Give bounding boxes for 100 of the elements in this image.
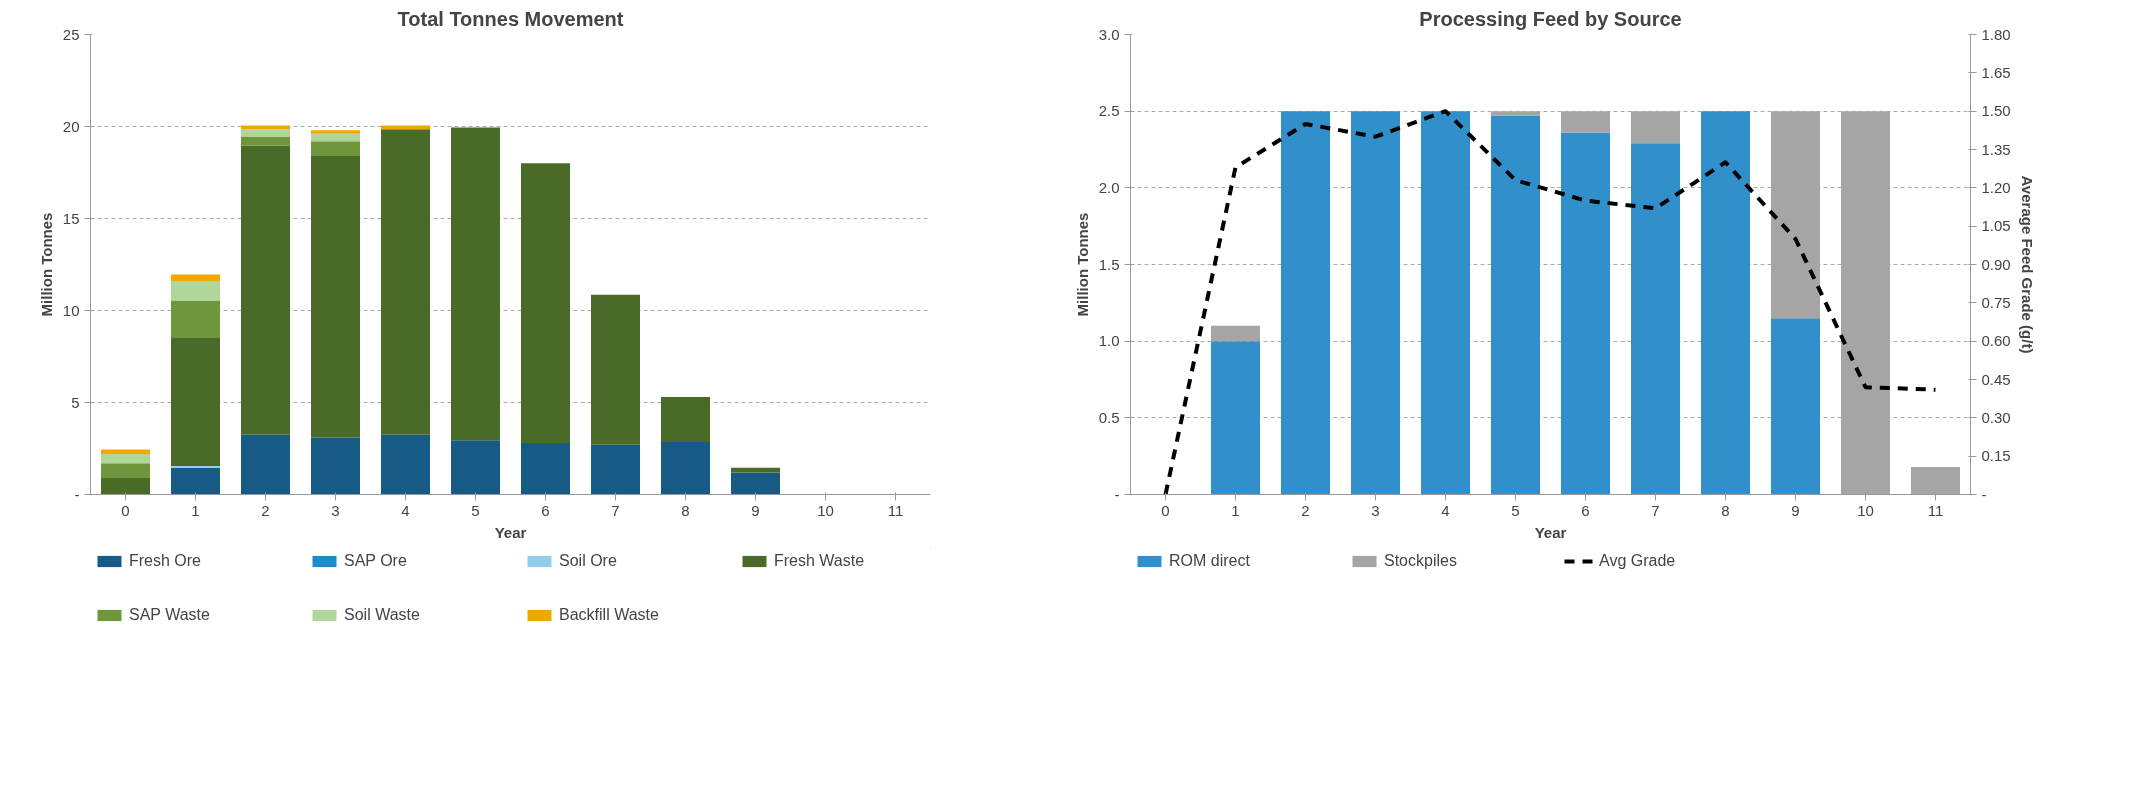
y2-tick-label: 1.05 xyxy=(1981,217,2011,235)
bar xyxy=(311,141,360,156)
x-tick-label: 9 xyxy=(751,501,760,519)
bar xyxy=(311,130,360,134)
bar xyxy=(661,396,710,443)
bar xyxy=(171,300,220,339)
bar xyxy=(311,437,360,495)
x-tick-label: 10 xyxy=(817,501,834,519)
y2-tick-label: 0.30 xyxy=(1981,408,2011,426)
chart-title: Total Tonnes Movement xyxy=(397,7,624,30)
y-tick-label: 1.0 xyxy=(1098,332,1120,350)
y2-tick-label: 1.35 xyxy=(1981,140,2011,158)
x-tick-label: 6 xyxy=(541,501,550,519)
legend-label: ROM direct xyxy=(1169,552,1251,570)
x-tick-label: 11 xyxy=(887,501,904,519)
x-tick-label: 8 xyxy=(681,501,690,519)
y2-axis-title: Average Feed Grade (g/t) xyxy=(2018,175,2036,354)
bar xyxy=(1771,318,1820,495)
y2-tick-label: 0.90 xyxy=(1981,255,2011,273)
bar xyxy=(1211,341,1260,495)
legend-label: Fresh Ore xyxy=(129,552,202,570)
bar xyxy=(381,434,430,495)
legend-label: Avg Grade xyxy=(1599,552,1677,570)
x-tick-label: 4 xyxy=(1441,501,1450,519)
bar xyxy=(1211,325,1260,342)
x-tick-label: 10 xyxy=(1857,501,1874,519)
y2-tick-label: 1.50 xyxy=(1981,102,2011,120)
x-tick-label: 9 xyxy=(1791,501,1800,519)
y2-tick-label: 0.60 xyxy=(1981,332,2011,350)
y-tick-label: 2.5 xyxy=(1098,102,1120,120)
line-series xyxy=(1163,109,1938,495)
x-tick-label: 1 xyxy=(1231,501,1240,519)
x-tick-label: 1 xyxy=(191,501,200,519)
y2-tick-label: 1.20 xyxy=(1981,178,2011,196)
x-tick-label: 0 xyxy=(1161,501,1170,519)
bar xyxy=(591,294,640,445)
x-tick-label: 0 xyxy=(121,501,130,519)
y-tick-label: - xyxy=(1114,485,1120,503)
y2-tick-label: 0.45 xyxy=(1981,370,2011,388)
x-tick-label: 3 xyxy=(331,501,340,519)
bar xyxy=(731,472,780,495)
y-tick-label: - xyxy=(74,485,80,503)
y2-tick-label: - xyxy=(1981,485,1987,503)
x-tick-label: 4 xyxy=(401,501,410,519)
bar xyxy=(311,133,360,142)
x-axis-title: Year xyxy=(1534,523,1567,541)
bar xyxy=(101,463,150,478)
bar xyxy=(171,338,220,466)
bar xyxy=(451,127,500,441)
y-tick-label: 20 xyxy=(62,117,80,135)
bar xyxy=(241,129,290,137)
bar xyxy=(521,442,570,495)
chart-title: Processing Feed by Source xyxy=(1419,7,1682,30)
bar xyxy=(1351,111,1400,495)
bar xyxy=(171,467,220,495)
x-tick-label: 2 xyxy=(1301,501,1310,519)
y2-tick-label: 0.15 xyxy=(1981,447,2011,465)
bar xyxy=(311,155,360,438)
x-axis-title: Year xyxy=(494,523,527,541)
bar xyxy=(521,163,570,443)
bar xyxy=(101,477,150,495)
x-tick-label: 7 xyxy=(611,501,620,519)
bar xyxy=(1561,132,1610,495)
bar xyxy=(241,145,290,435)
bar xyxy=(241,434,290,495)
legend-label: SAP Ore xyxy=(344,552,408,570)
y-axis-title: Million Tonnes xyxy=(37,212,55,317)
bar xyxy=(1491,115,1540,495)
bar xyxy=(1281,111,1330,495)
y2-tick-label: 1.65 xyxy=(1981,63,2011,81)
x-tick-label: 2 xyxy=(261,501,270,519)
legend-label: Fresh Waste xyxy=(774,552,866,570)
legend-label: Soil Ore xyxy=(559,552,618,570)
y-tick-label: 25 xyxy=(62,25,80,43)
bar xyxy=(171,281,220,301)
x-tick-label: 5 xyxy=(471,501,480,519)
bar xyxy=(241,136,290,146)
y2-tick-label: 1.80 xyxy=(1981,25,2011,43)
bar xyxy=(101,449,150,455)
y-tick-label: 1.5 xyxy=(1098,255,1120,273)
legend-label: Soil Waste xyxy=(344,606,421,624)
y-tick-label: 5 xyxy=(71,393,80,411)
bar xyxy=(661,442,710,495)
bar xyxy=(1701,111,1750,495)
y-tick-label: 15 xyxy=(62,209,80,227)
x-tick-label: 8 xyxy=(1721,501,1730,519)
legend-label: SAP Waste xyxy=(129,606,211,624)
x-tick-label: 6 xyxy=(1581,501,1590,519)
y-axis-title: Million Tonnes xyxy=(1073,212,1091,317)
bar xyxy=(1631,143,1680,495)
x-tick-label: 5 xyxy=(1511,501,1520,519)
bar xyxy=(171,274,220,282)
bar xyxy=(381,129,430,435)
bar xyxy=(101,454,150,464)
bar xyxy=(591,444,640,495)
legend-label: Stockpiles xyxy=(1384,552,1458,570)
y2-tick-label: 0.75 xyxy=(1981,293,2011,311)
x-tick-label: 3 xyxy=(1371,501,1380,519)
y-tick-label: 0.5 xyxy=(1098,408,1120,426)
x-tick-label: 7 xyxy=(1651,501,1660,519)
